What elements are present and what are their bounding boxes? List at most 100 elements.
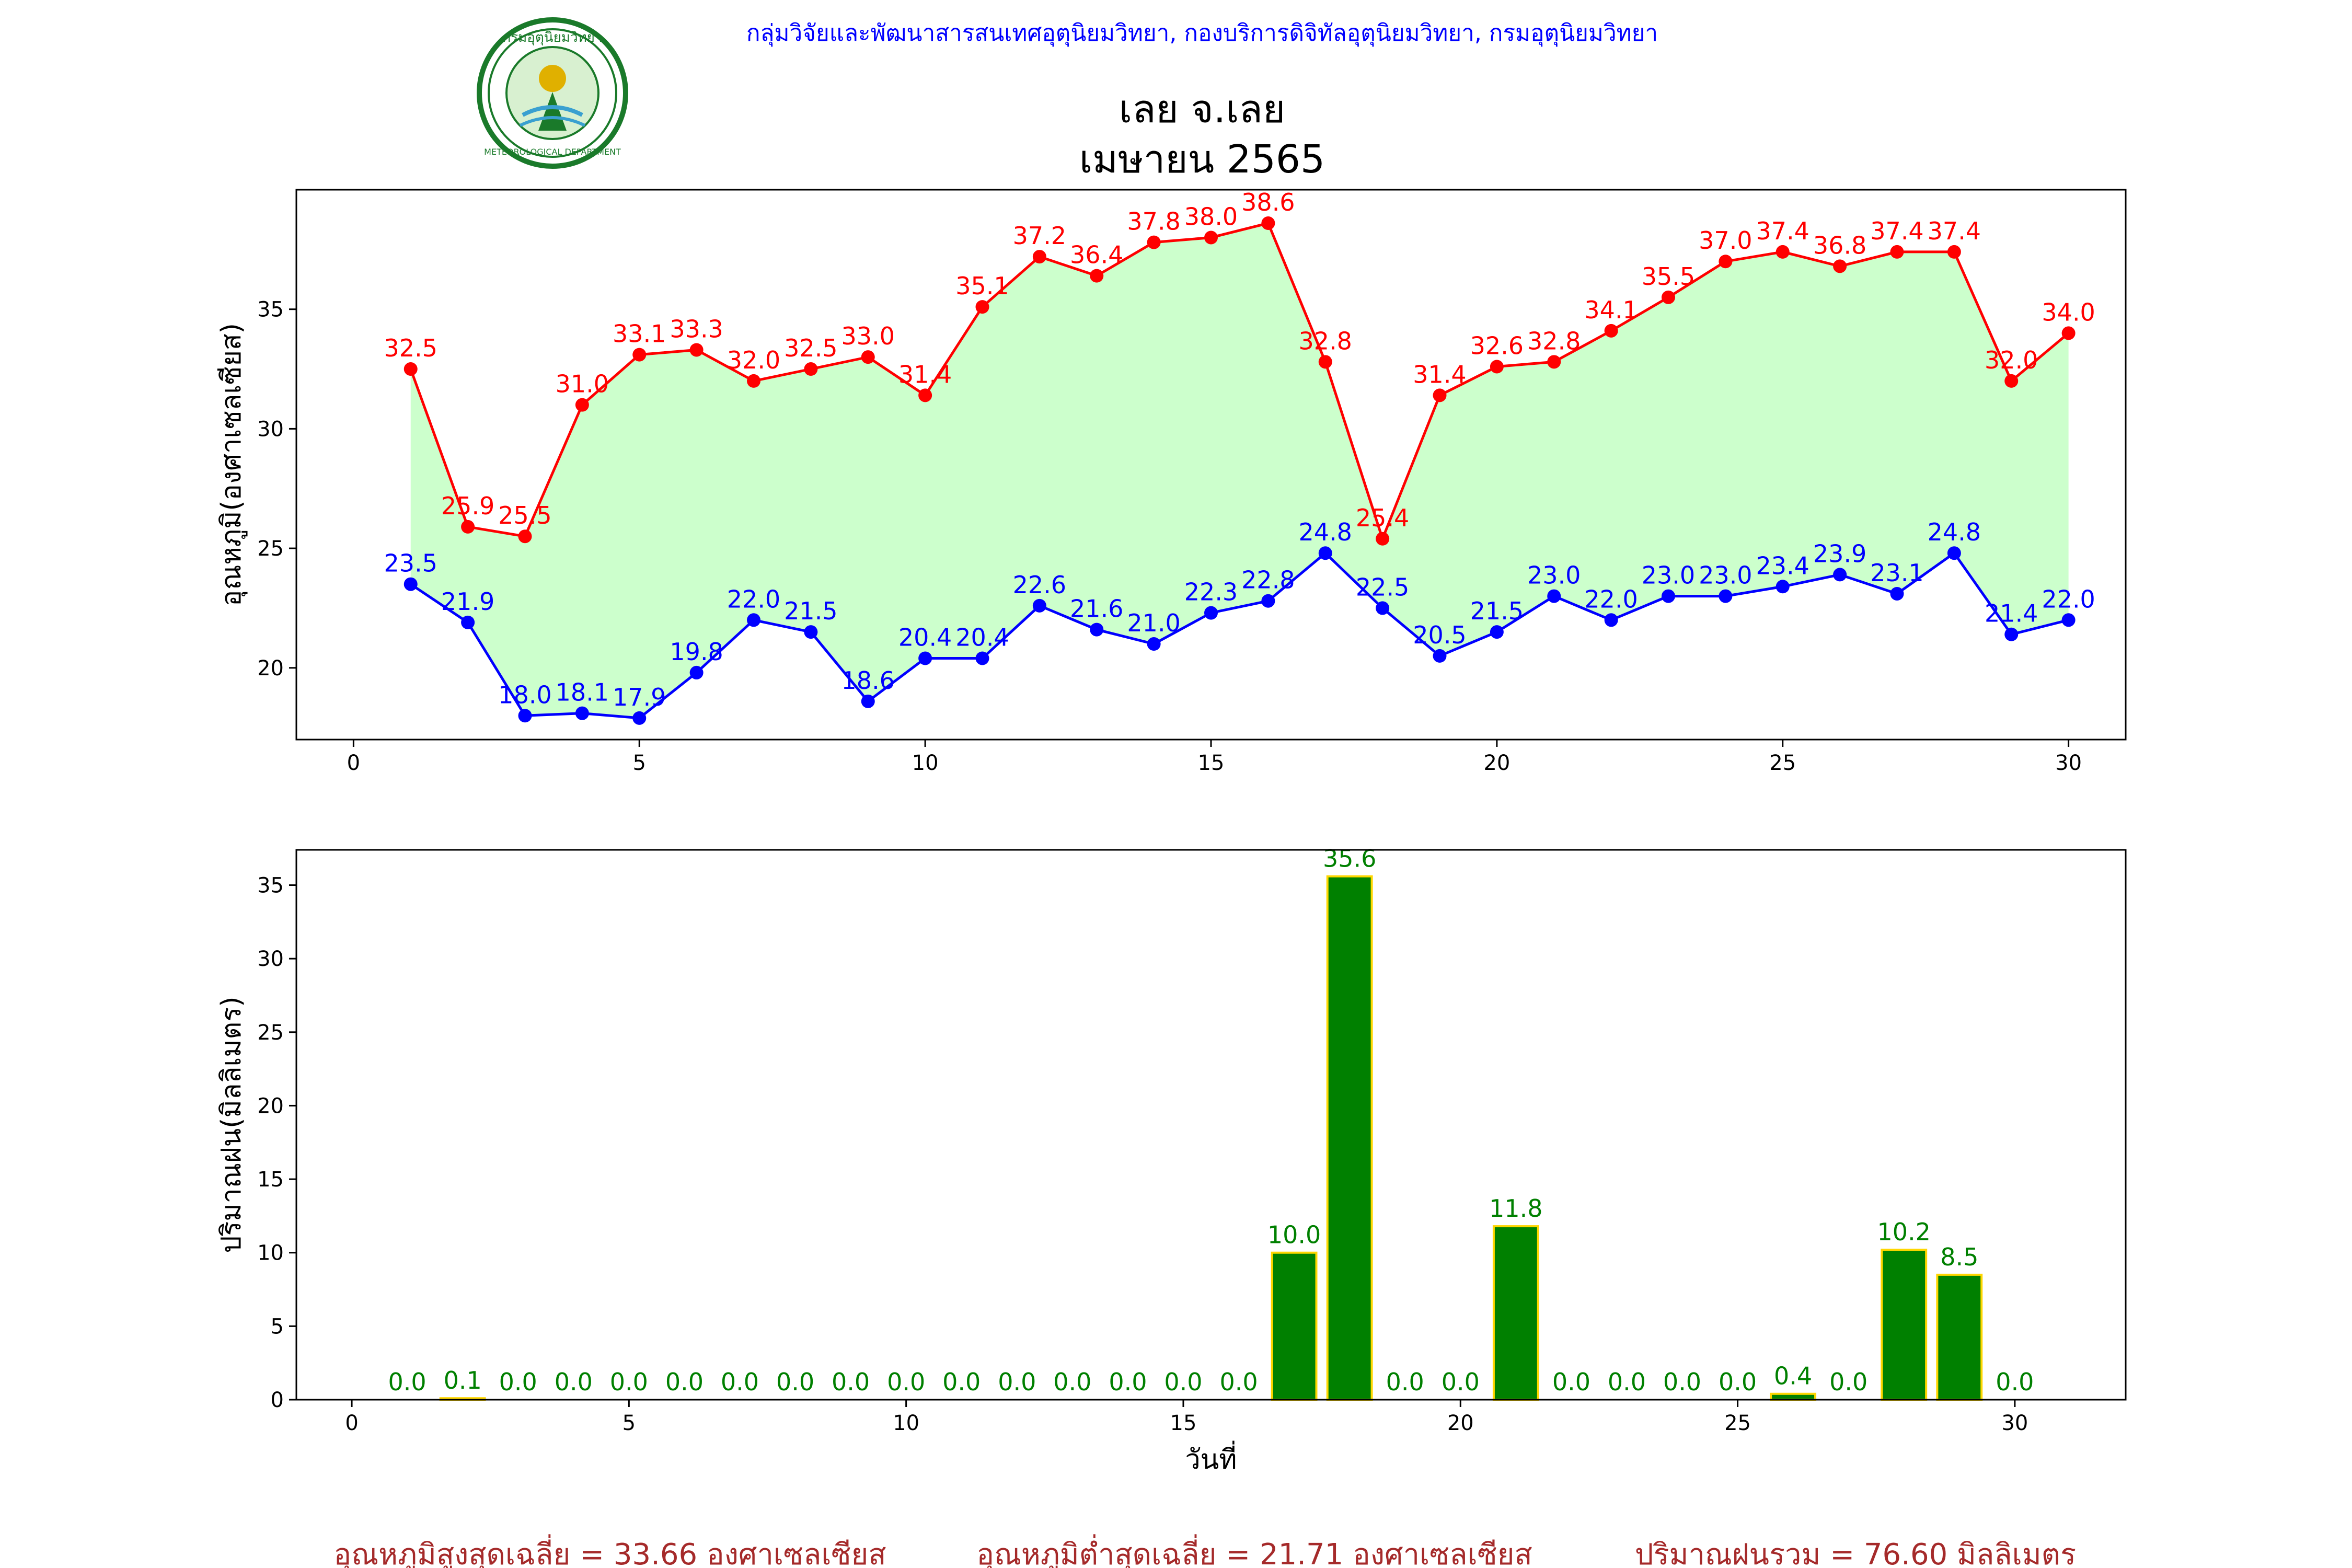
- x-tick-label: 30: [2001, 1411, 2028, 1435]
- rainfall-bar: [1271, 1251, 1318, 1401]
- min-temperature-label: 23.9: [1813, 539, 1866, 568]
- max-temperature-label: 37.0: [1699, 226, 1752, 255]
- max-temperature-label: 32.5: [784, 334, 837, 362]
- min-temperature-point: [1204, 606, 1218, 620]
- min-temperature-label: 20.4: [898, 623, 952, 651]
- rainfall-bar: [1492, 1225, 1539, 1401]
- rainfall-plot-frame: [295, 849, 2127, 1401]
- min-temperature-label: 21.9: [441, 587, 494, 616]
- min-temperature-label: 23.0: [1699, 561, 1752, 590]
- rainfall-label: 0.0: [499, 1368, 537, 1396]
- max-temperature-point: [1376, 532, 1390, 546]
- min-temperature-point: [1032, 598, 1046, 613]
- min-temperature-label: 22.0: [2042, 585, 2095, 613]
- x-tick-label: 25: [1724, 1411, 1751, 1435]
- rainfall-label: 0.0: [1219, 1368, 1258, 1396]
- rainfall-bar: [1936, 1273, 1983, 1401]
- min-temperature-point: [403, 577, 418, 591]
- max-temperature-point: [1947, 245, 1961, 259]
- rainfall-label: 0.0: [942, 1368, 981, 1396]
- max-temperature-label: 37.4: [1870, 217, 1923, 245]
- x-tick-label: 10: [912, 751, 939, 775]
- max-temperature-label: 37.4: [1928, 217, 1981, 245]
- rainfall-label: 0.0: [721, 1368, 759, 1396]
- min-temperature-point: [1890, 586, 1904, 601]
- min-temperature-point: [1261, 594, 1275, 608]
- rainfall-label: 0.0: [610, 1368, 648, 1396]
- temperature-range-fill: [410, 223, 2069, 718]
- min-temperature-label: 24.8: [1299, 518, 1352, 546]
- max-temperature-point: [1147, 235, 1161, 249]
- meteorological-department-seal-icon: กรมอุตุนิยมวิทยา METEOROLOGICAL DEPARTME…: [477, 17, 628, 169]
- min-temperature-point: [1833, 568, 1847, 582]
- min-temperature-point: [1376, 601, 1390, 615]
- logo-text-bottom: METEOROLOGICAL DEPARTMENT: [484, 147, 621, 157]
- x-tick-label: 10: [893, 1411, 919, 1435]
- y-tick-label: 15: [257, 1168, 284, 1192]
- rainfall-label: 0.0: [998, 1368, 1036, 1396]
- max-temperature-point: [403, 362, 418, 376]
- min-temperature-label: 23.4: [1756, 551, 1809, 580]
- min-temperature-line: [410, 551, 2069, 720]
- max-temperature-point: [1662, 290, 1675, 304]
- max-temperature-line: [409, 222, 2070, 543]
- y-tick-label: 30: [257, 947, 284, 971]
- max-temperature-label: 32.0: [1985, 346, 2038, 374]
- min-temperature-point: [1947, 546, 1961, 560]
- y-tick-label: 10: [257, 1241, 284, 1265]
- rainfall-x-axis-label: วันที่: [1185, 1440, 1237, 1475]
- rainfall-chart: 0.0 0.1 0.0 0.0 0.0 0.0 0.0 0.0 0.0 0.0 0.0 0.0 0.0 0…: [216, 845, 2127, 1475]
- min-temperature-label: 21.4: [1985, 599, 2038, 628]
- min-temperature-label: 23.1: [1870, 559, 1923, 587]
- max-temperature-label: 25.4: [1356, 504, 1409, 532]
- max-temperature-point: [1204, 230, 1218, 245]
- max-temperature-label: 25.5: [498, 501, 551, 529]
- max-temperature-point: [1261, 216, 1275, 230]
- max-temperature-point: [861, 350, 875, 364]
- x-tick-label: 0: [345, 1411, 358, 1435]
- max-temperature-point: [1775, 245, 1790, 259]
- max-temperature-label: 25.9: [441, 492, 494, 520]
- max-temperature-label: 35.1: [955, 272, 1009, 300]
- max-temperature-label: 31.0: [556, 370, 609, 398]
- rainfall-label: 0.0: [832, 1368, 870, 1396]
- min-temperature-point: [1147, 637, 1161, 651]
- min-temperature-point: [575, 706, 589, 720]
- max-temperature-label: 37.2: [1013, 222, 1066, 250]
- x-tick-label: 15: [1198, 751, 1225, 775]
- min-temperature-label: 19.8: [670, 638, 723, 666]
- y-tick-label: 5: [271, 1315, 284, 1339]
- rainfall-label: 0.0: [776, 1368, 814, 1396]
- rainfall-label: 0.1: [444, 1366, 482, 1394]
- min-temperature-point: [1433, 649, 1447, 663]
- max-temperature-point: [918, 388, 932, 402]
- max-temperature-label: 37.8: [1127, 207, 1180, 236]
- min-temperature-label: 22.5: [1356, 573, 1409, 601]
- rainfall-label: 10.0: [1267, 1221, 1321, 1249]
- max-temperature-label: 36.4: [1070, 241, 1123, 269]
- y-tick-label: 25: [257, 1021, 284, 1045]
- min-temperature-point: [1719, 589, 1733, 603]
- max-temperature-label: 36.8: [1813, 231, 1866, 259]
- rainfall-label: 0.0: [1719, 1368, 1757, 1396]
- logo-text-top: กรมอุตุนิยมวิทยา: [502, 30, 602, 45]
- min-temperature-point: [1547, 589, 1561, 603]
- rainfall-label: 0.0: [1829, 1368, 1867, 1396]
- max-temperature-label: 38.6: [1241, 188, 1295, 216]
- min-temperature-label: 22.3: [1184, 578, 1238, 606]
- min-temperature-label: 21.0: [1127, 609, 1180, 637]
- min-temperature-point: [1604, 613, 1618, 627]
- avg-min-temperature: อุณหภูมิต่ำสุดเฉลี่ย = 21.71 องศาเซลเซีย…: [976, 1534, 1532, 1568]
- min-temperature-label: 18.6: [841, 666, 895, 695]
- min-temperature-label: 22.8: [1241, 566, 1295, 594]
- rainfall-label: 0.0: [1663, 1368, 1701, 1396]
- rainfall-label: 0.0: [1442, 1368, 1480, 1396]
- min-temperature-point: [861, 694, 875, 708]
- min-temperature-point: [1318, 546, 1332, 560]
- max-temperature-point: [2004, 374, 2019, 388]
- rainfall-label: 0.0: [1164, 1368, 1202, 1396]
- rainfall-label: 0.0: [887, 1368, 925, 1396]
- rainfall-label: 0.0: [665, 1368, 704, 1396]
- rainfall-bar: [1881, 1249, 1928, 1401]
- min-temperature-label: 18.0: [498, 681, 551, 709]
